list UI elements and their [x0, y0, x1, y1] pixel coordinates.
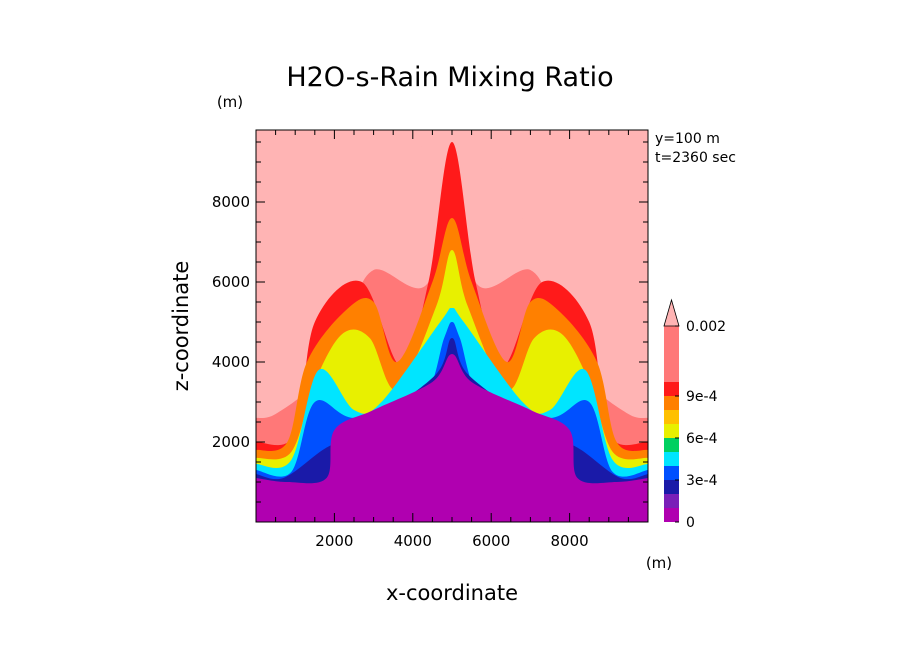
chart-title: H2O-s-Rain Mixing Ratio [286, 62, 613, 93]
x-tick-label: 4000 [394, 532, 432, 550]
colorbar-band [664, 382, 679, 396]
colorbar-band [664, 424, 679, 438]
x-tick-label: 2000 [315, 532, 353, 550]
colorbar-band [664, 452, 679, 466]
colorbar-band [664, 508, 679, 522]
colorbar-extend-arrow [663, 298, 680, 327]
contour-field [256, 130, 648, 522]
colorbar-tick-label: 6e-4 [686, 431, 718, 447]
colorbar-band [664, 494, 679, 508]
x-axis-title: x-coordinate [386, 581, 518, 605]
annotation-y: y=100 m [655, 131, 720, 147]
colorbar-band [664, 480, 679, 494]
x-unit-label: (m) [646, 554, 672, 572]
colorbar-band [664, 466, 679, 480]
colorbar-tick-label: 0 [686, 515, 695, 531]
plot-axes: 2000 4000 6000 8000 2000 4000 6000 8000 [212, 129, 649, 550]
colorbar-tick-label: 9e-4 [686, 389, 718, 405]
contour-region-8 [256, 354, 648, 522]
y-tick-label: 4000 [212, 353, 250, 371]
x-tick-label: 6000 [472, 532, 510, 550]
colorbar-band [664, 410, 679, 424]
colorbar: 0 3e-4 6e-4 9e-4 0.002 [663, 298, 726, 531]
x-tick-label: 8000 [551, 532, 589, 550]
y-tick-label: 8000 [212, 193, 250, 211]
y-tick-label: 2000 [212, 433, 250, 451]
colorbar-tick-label: 0.002 [686, 319, 726, 335]
y-unit-label: (m) [217, 93, 243, 111]
colorbar-band [664, 438, 679, 452]
colorbar-tick-label: 3e-4 [686, 473, 718, 489]
annotation-t: t=2360 sec [655, 150, 736, 166]
colorbar-band [664, 326, 679, 382]
colorbar-band [664, 396, 679, 410]
y-axis-title: z-coordinate [169, 261, 193, 392]
y-tick-label: 6000 [212, 273, 250, 291]
